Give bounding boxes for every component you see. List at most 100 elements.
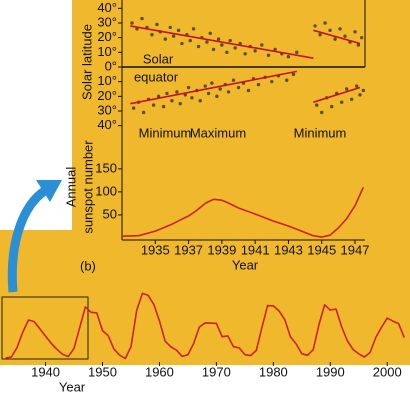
- y-tick-label: 20°: [97, 88, 117, 103]
- sunspot-dot: [253, 49, 257, 53]
- sunspot-dot: [236, 85, 241, 90]
- sunspot-dot: [320, 110, 324, 115]
- sunspot-dot: [205, 40, 209, 44]
- sunspot-curve: [5, 292, 406, 360]
- sunspot-dot: [358, 93, 362, 97]
- sunspot-dot: [285, 78, 289, 82]
- sunspot-dot: [161, 104, 166, 109]
- sunspot-dot: [206, 91, 211, 96]
- sunspot-dot: [168, 25, 172, 30]
- y-tick-label: 20°: [97, 29, 117, 44]
- y-tick-label: 100: [95, 183, 117, 198]
- sunspot-dot: [130, 21, 134, 25]
- sunspot-dot: [333, 37, 337, 41]
- sunspot-dot: [186, 85, 191, 90]
- x-tick-label: 1939: [207, 242, 236, 257]
- trend-line: [313, 29, 361, 45]
- y-tick-label: 150: [95, 160, 117, 175]
- sunspot-dot: [231, 78, 236, 82]
- sunspot-dot: [140, 16, 144, 21]
- sunspot-dot: [330, 104, 334, 109]
- x-tick-label: 1943: [274, 242, 303, 257]
- sunspot-dot: [295, 50, 299, 55]
- sunspot-dot: [163, 37, 167, 41]
- sunspot-dot: [175, 90, 179, 94]
- annotation: equator: [134, 69, 179, 84]
- x-tick-label: 1945: [307, 242, 336, 257]
- sunspot-dot: [208, 31, 212, 35]
- sunspot-dot: [291, 72, 296, 77]
- y-tick-label: 10°: [97, 44, 117, 59]
- sunspot-dot: [156, 94, 161, 99]
- sunspot-dot: [176, 28, 181, 33]
- phase-label: Maximum: [190, 125, 246, 140]
- sunspot-dot: [215, 94, 219, 99]
- sunspot-dot: [170, 99, 174, 103]
- sunspot-dot: [328, 28, 332, 33]
- sunspot-dot: [225, 50, 229, 55]
- x-tick-label: 1935: [141, 242, 170, 257]
- sunspot-dot: [233, 46, 237, 50]
- sunspot-dot: [180, 41, 184, 46]
- sunspot-dot: [196, 44, 201, 49]
- sunspot-dot: [266, 53, 271, 57]
- sunspot-dot: [313, 24, 317, 28]
- sunspot-dot: [359, 35, 364, 40]
- sunspot-dot: [338, 27, 342, 31]
- sunspot-dot: [243, 52, 247, 56]
- trend-line: [130, 25, 314, 59]
- phase-label: Minimum: [294, 125, 347, 140]
- sunspot-dot: [220, 43, 224, 47]
- phase-label: Minimum: [139, 125, 192, 140]
- sunspot-dot: [211, 47, 216, 52]
- sunspot-dot: [318, 33, 322, 37]
- sunspot-dot: [343, 34, 347, 38]
- trend-line: [130, 70, 297, 105]
- sunspot-dot: [339, 100, 344, 104]
- sunspot-dot: [190, 96, 194, 100]
- sunspot-dot: [260, 43, 264, 47]
- sunspot-dot: [270, 79, 274, 84]
- x-tick-label: 2000: [373, 364, 402, 379]
- panel-background: [0, 0, 410, 365]
- axis-title: Annual: [63, 167, 78, 208]
- x-tick-label: 1960: [145, 364, 174, 379]
- sunspot-dot: [171, 34, 176, 38]
- x-tick-label: 1941: [241, 242, 270, 257]
- x-tick-label: 1947: [341, 242, 370, 257]
- sunspot-dot: [155, 22, 159, 27]
- sunspot-dot: [218, 87, 222, 91]
- y-tick-label: 0°: [105, 58, 117, 73]
- x-tick-label: 1980: [259, 364, 288, 379]
- arrow-head: [36, 180, 62, 202]
- axis-title: sunspot number: [80, 140, 95, 234]
- sunspot-dot: [198, 99, 202, 103]
- sunspot-dot: [226, 90, 231, 94]
- sunspot-dot: [286, 55, 291, 59]
- sunspot-dot: [246, 88, 251, 93]
- sunspot-dot: [165, 91, 169, 96]
- sunspot-dot: [354, 84, 359, 88]
- sunspot-dot: [150, 33, 154, 37]
- annotation: Solar: [143, 51, 174, 66]
- sunspot-dot: [131, 106, 136, 110]
- sunspot-dot: [141, 110, 146, 115]
- sunspot-dot: [323, 21, 327, 25]
- sunspot-dot: [315, 103, 319, 107]
- arrow: [7, 186, 49, 293]
- sunspot-dot: [188, 38, 192, 43]
- sunspot-dot: [256, 82, 261, 87]
- x-tick-label: 1940: [31, 364, 60, 379]
- y-tick-label: 30°: [97, 14, 117, 29]
- sunspot-dot: [228, 38, 232, 43]
- sunspot-dot: [353, 30, 357, 34]
- axis-title: Year: [59, 379, 86, 394]
- sunspot-dot: [210, 81, 214, 85]
- sunspot-dot: [151, 103, 156, 107]
- sunspot-dot: [361, 88, 366, 93]
- sunspot-dot: [216, 37, 221, 41]
- sunspot-curve: [121, 186, 365, 238]
- y-tick-label: 40°: [97, 0, 117, 15]
- sunspot-dot: [203, 84, 207, 88]
